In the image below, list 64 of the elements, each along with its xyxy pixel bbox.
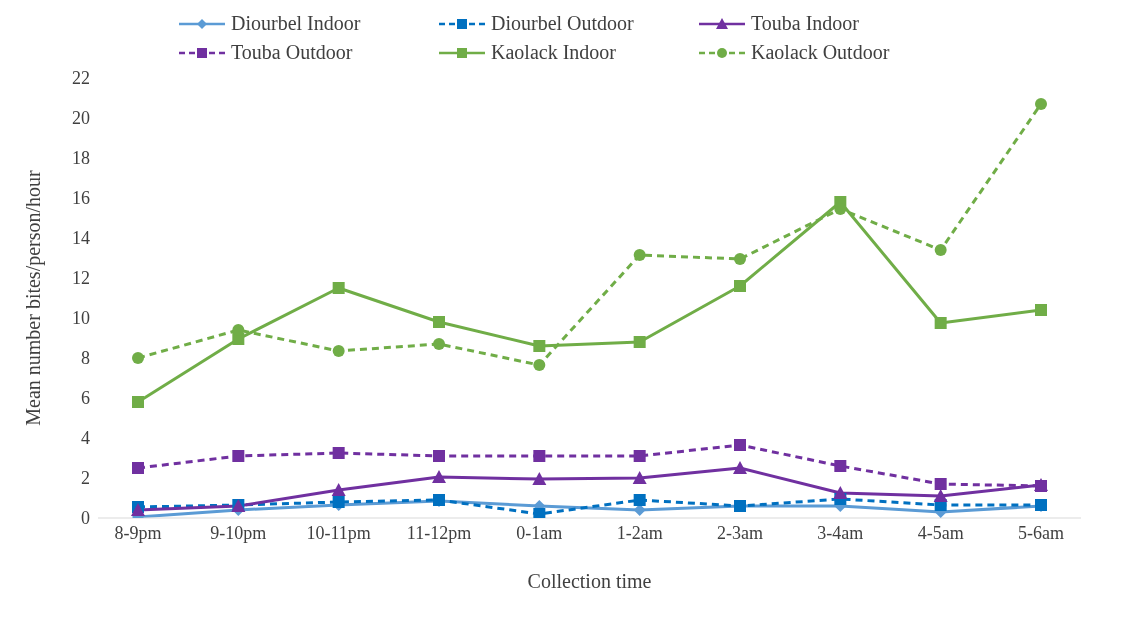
y-tick-label: 0	[81, 508, 90, 529]
point	[433, 450, 445, 462]
x-tick-label: 3-4am	[817, 522, 864, 543]
point	[734, 253, 746, 265]
x-tick-label: 8-9pm	[114, 522, 162, 543]
y-tick-label: 12	[72, 268, 90, 289]
x-tick-label: 5-6am	[1018, 522, 1064, 543]
y-tick-label: 18	[72, 148, 90, 169]
legend-label: Kaolack Outdoor	[751, 41, 890, 64]
point	[332, 345, 345, 357]
point	[332, 282, 345, 294]
point	[1035, 304, 1047, 316]
legend-label: Kaolack Indoor	[491, 41, 616, 64]
point	[633, 450, 646, 462]
x-tick-label: 10-11pm	[306, 522, 371, 543]
x-tick-label: 1-2am	[616, 522, 663, 543]
point	[633, 336, 646, 348]
point	[332, 447, 345, 459]
y-tick-label: 16	[72, 188, 90, 209]
point	[132, 396, 144, 408]
y-tick-label: 8	[81, 348, 90, 369]
legend-label: Touba Indoor	[751, 12, 860, 35]
x-tick-label: 11-12pm	[406, 522, 472, 543]
point	[1035, 98, 1047, 110]
y-axis-title: Mean number bites/person/hour	[22, 169, 46, 426]
point	[232, 450, 245, 462]
y-tick-label: 10	[72, 308, 90, 329]
point	[632, 471, 647, 484]
y-tick-label: 22	[72, 68, 90, 89]
point	[633, 249, 646, 261]
x-tick-label: 9-10pm	[210, 522, 267, 543]
point	[934, 244, 947, 256]
point	[533, 508, 546, 518]
point	[933, 489, 948, 502]
y-tick-label: 2	[81, 468, 90, 489]
point	[132, 462, 144, 474]
point	[331, 483, 346, 496]
point	[132, 352, 144, 364]
point	[734, 280, 746, 292]
x-tick-label: 4-5am	[917, 522, 964, 543]
point	[533, 340, 546, 352]
point	[934, 317, 947, 329]
point	[532, 472, 547, 485]
y-tick-label: 6	[81, 388, 90, 409]
point	[734, 439, 746, 451]
x-tick-label: 0-1am	[516, 522, 563, 543]
point	[433, 338, 445, 350]
x-axis-title: Collection time	[527, 570, 652, 592]
y-tick-label: 20	[72, 108, 90, 129]
point	[733, 461, 747, 474]
y-tick-label: 4	[81, 428, 90, 449]
point	[934, 478, 947, 490]
point	[433, 316, 445, 328]
point	[834, 460, 847, 472]
point	[533, 450, 546, 462]
point	[432, 470, 446, 483]
legend-label: Diourbel Indoor	[231, 12, 361, 35]
legend-label: Diourbel Outdoor	[491, 12, 634, 35]
legend-label: Touba Outdoor	[231, 41, 353, 64]
y-tick-label: 14	[72, 228, 90, 249]
point	[833, 486, 848, 499]
point	[633, 494, 646, 506]
point	[533, 359, 546, 371]
x-tick-label: 2-3am	[717, 522, 763, 543]
